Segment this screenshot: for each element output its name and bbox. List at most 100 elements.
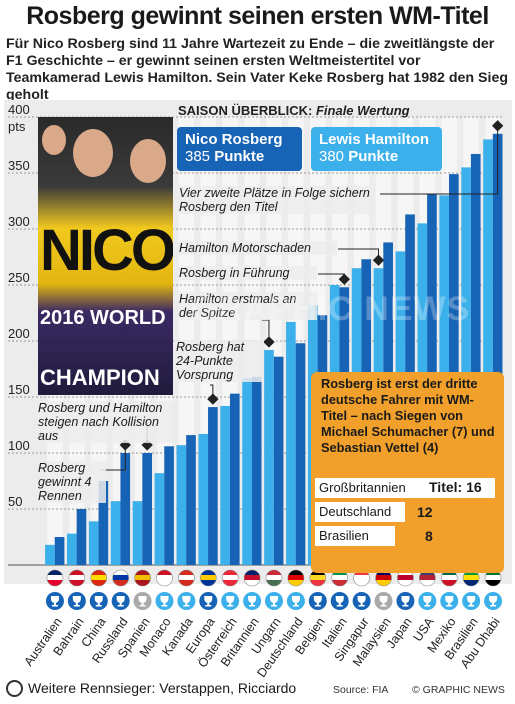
bar-rosberg-10 bbox=[273, 356, 284, 565]
trophy-glyph bbox=[94, 596, 103, 607]
annotation-24-points: Rosberg hat 24-Punkte Vorsprung bbox=[174, 340, 264, 382]
y-tick-label: 250 bbox=[8, 270, 30, 285]
trophy-glyph bbox=[160, 596, 169, 607]
bar-hamilton-3 bbox=[110, 501, 121, 565]
trophy-glyph bbox=[357, 596, 366, 607]
flag-ring bbox=[156, 569, 173, 587]
trophy-glyph bbox=[116, 596, 125, 607]
annotation-rosberg-lead: Rosberg in Führung bbox=[177, 266, 317, 280]
trophy-glyph bbox=[379, 596, 388, 607]
flag-GBR-bottom bbox=[244, 580, 261, 586]
flag-HUN-mid bbox=[266, 575, 282, 581]
flag-RUS-bottom bbox=[112, 580, 129, 586]
y-tick-label: 400 bbox=[8, 102, 30, 117]
flag-SGP-mid bbox=[353, 575, 370, 581]
trophy-glyph bbox=[291, 596, 300, 607]
bar-rosberg-1 bbox=[76, 509, 87, 565]
trophy-circle-icon bbox=[6, 680, 23, 697]
bar-rosberg-5 bbox=[164, 446, 174, 565]
flag-ESP-top bbox=[134, 570, 151, 576]
season-label-main: SAISON ÜBERBLICK: bbox=[178, 103, 313, 118]
flag-ITA-bottom bbox=[331, 580, 348, 586]
photo-nico-text: NICO bbox=[40, 218, 173, 283]
bar-rosberg-9 bbox=[251, 376, 262, 565]
source-note: Source: FIA bbox=[333, 684, 389, 696]
info-row-de: Deutschland bbox=[315, 502, 405, 522]
legend-points-word: Punkte bbox=[214, 148, 265, 165]
flag-ESP-bottom bbox=[134, 580, 151, 586]
pointer-second-places-leader bbox=[380, 125, 499, 195]
y-tick-label: 300 bbox=[8, 214, 30, 229]
flag-UAE-mid bbox=[485, 575, 502, 581]
pointer-rosberg-lead-marker bbox=[338, 273, 350, 285]
flag-MEX-top bbox=[441, 570, 458, 576]
bar-rosberg-7 bbox=[208, 407, 218, 565]
legend-rosberg-name: Nico Rosberg bbox=[185, 131, 283, 148]
flag-BRA-bottom bbox=[463, 580, 480, 586]
flag-AUT-mid bbox=[222, 575, 239, 581]
bar-hamilton-1 bbox=[67, 533, 77, 565]
flag-BEL-bottom bbox=[309, 580, 326, 586]
flag-ring bbox=[112, 569, 129, 587]
bar-rosberg-18 bbox=[449, 174, 459, 565]
flag-EUR-mid bbox=[200, 575, 217, 581]
flag-USA-top bbox=[419, 570, 436, 576]
y-tick-label: 50 bbox=[8, 494, 22, 509]
flag-CHN-bottom bbox=[90, 580, 107, 586]
flag-ring bbox=[199, 569, 217, 587]
bar-rosberg-0 bbox=[54, 537, 65, 565]
bar-rosberg-2 bbox=[98, 481, 109, 565]
info-row-br-value: 8 bbox=[425, 528, 433, 544]
credit-note: © GRAPHIC NEWS bbox=[412, 684, 505, 696]
flag-RUS-top bbox=[112, 570, 129, 576]
flag-EUR-bottom bbox=[200, 580, 217, 586]
flag-ring bbox=[46, 569, 64, 587]
champion-photo: NICO 2016 WORLD CHAMPION bbox=[38, 117, 173, 395]
pointer-engine-failure-marker bbox=[372, 254, 385, 266]
annotation-engine-failure: Hamilton Motorschaden bbox=[177, 241, 337, 255]
bar-rosberg-6 bbox=[186, 435, 196, 565]
bar-hamilton-6 bbox=[176, 445, 187, 565]
y-tick-label: 200 bbox=[8, 326, 30, 341]
bar-rosberg-19 bbox=[470, 153, 481, 565]
flag-UAE-top bbox=[485, 570, 502, 576]
flag-CAN-bottom bbox=[178, 580, 195, 586]
legend-rosberg-value: 385 bbox=[185, 148, 211, 165]
flag-MON-bottom bbox=[156, 580, 173, 586]
flag-ring bbox=[265, 569, 283, 587]
bar-hamilton-2 bbox=[88, 521, 99, 565]
flag-UAE-bottom bbox=[485, 580, 502, 586]
flag-BEL-top bbox=[309, 570, 326, 576]
flag-HUN-top bbox=[266, 570, 282, 576]
trophy-glyph bbox=[226, 596, 235, 607]
footer-note: Weitere Rennsieger: Verstappen, Ricciard… bbox=[28, 680, 297, 696]
annotation-second-places: Vier zweite Plätze in Folge sichern Rosb… bbox=[177, 186, 372, 214]
mother-face bbox=[130, 139, 166, 183]
flag-ring bbox=[243, 569, 261, 587]
pointer-24-points-marker bbox=[207, 393, 219, 405]
bar-hamilton-7 bbox=[198, 433, 209, 565]
info-row-br: Brasilien bbox=[315, 526, 395, 546]
flag-MAS-mid bbox=[375, 575, 392, 581]
info-row-gb: Großbritannien Titel: 16 bbox=[315, 478, 495, 498]
bar-rosberg-3 bbox=[120, 453, 131, 565]
bar-hamilton-20 bbox=[483, 139, 493, 565]
flag-MEX-mid bbox=[441, 575, 458, 581]
flag-CHN-top bbox=[90, 570, 107, 576]
info-row-de-value: 12 bbox=[417, 504, 433, 520]
bar-hamilton-0 bbox=[45, 544, 55, 565]
flag-JPN-bottom bbox=[397, 580, 414, 586]
bar-hamilton-11 bbox=[286, 321, 296, 565]
intro-text: Für Nico Rosberg sind 11 Jahre Wartezeit… bbox=[6, 36, 509, 103]
flag-BHR-mid bbox=[68, 575, 85, 581]
flag-AUS-bottom bbox=[46, 580, 63, 586]
flag-USA-mid bbox=[419, 575, 436, 581]
trophy-glyph bbox=[489, 596, 498, 607]
bar-rosberg-11 bbox=[295, 343, 306, 565]
crowd-face bbox=[42, 125, 66, 155]
legend-hamilton-value: 380 bbox=[319, 148, 345, 165]
flag-RUS-mid bbox=[112, 575, 129, 581]
bar-rosberg-8 bbox=[229, 393, 240, 565]
flag-AUS-mid bbox=[46, 575, 63, 581]
flag-BEL-mid bbox=[309, 575, 326, 581]
